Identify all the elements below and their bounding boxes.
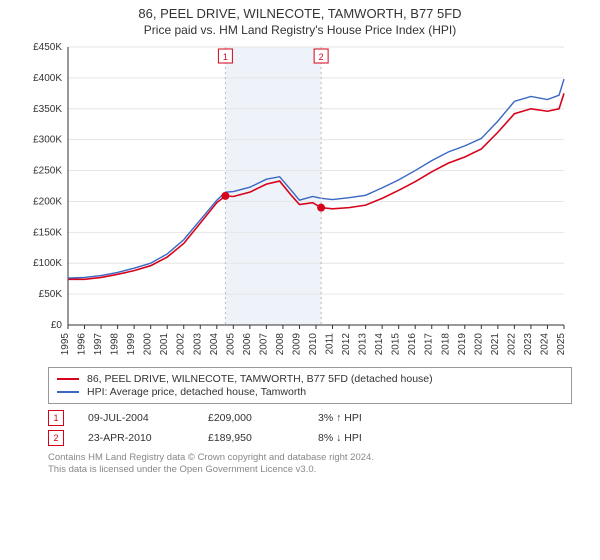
- legend-row: 86, PEEL DRIVE, WILNECOTE, TAMWORTH, B77…: [57, 373, 563, 385]
- transaction-marker: 2: [48, 430, 64, 446]
- svg-text:£200K: £200K: [33, 196, 62, 207]
- svg-text:2025: 2025: [556, 333, 567, 356]
- svg-text:2002: 2002: [176, 333, 187, 356]
- svg-text:2: 2: [319, 52, 324, 62]
- svg-text:£300K: £300K: [33, 135, 62, 146]
- transaction-row: 2 23-APR-2010£189,9508% ↓ HPI: [48, 430, 572, 446]
- svg-text:2009: 2009: [291, 333, 302, 356]
- svg-text:£450K: £450K: [33, 42, 62, 53]
- svg-text:2017: 2017: [424, 333, 435, 356]
- svg-text:2008: 2008: [275, 333, 286, 356]
- transaction-price: £209,000: [208, 412, 318, 424]
- svg-text:£0: £0: [51, 320, 63, 331]
- svg-text:2019: 2019: [457, 333, 468, 356]
- svg-text:2004: 2004: [209, 333, 220, 356]
- svg-text:1997: 1997: [93, 333, 104, 356]
- svg-text:2016: 2016: [407, 333, 418, 356]
- svg-text:2010: 2010: [308, 333, 319, 356]
- svg-text:2000: 2000: [143, 333, 154, 356]
- footer-attribution: Contains HM Land Registry data © Crown c…: [48, 452, 572, 477]
- svg-text:2003: 2003: [192, 333, 203, 356]
- svg-text:2006: 2006: [242, 333, 253, 356]
- legend-swatch: [57, 391, 79, 393]
- svg-text:£400K: £400K: [33, 73, 62, 84]
- price-chart: £0 £50K £100K £150K £200K £250K £300K £350K £400…: [20, 41, 580, 361]
- legend-row: HPI: Average price, detached house, Tamw…: [57, 386, 563, 398]
- svg-text:£150K: £150K: [33, 227, 62, 238]
- transaction-row: 1 09-JUL-2004£209,0003% ↑ HPI: [48, 410, 572, 426]
- svg-text:2014: 2014: [374, 333, 385, 356]
- svg-text:2021: 2021: [490, 333, 501, 356]
- svg-text:2022: 2022: [506, 333, 517, 356]
- transaction-marker: 1: [48, 410, 64, 426]
- legend-swatch: [57, 378, 79, 380]
- svg-text:2001: 2001: [159, 333, 170, 356]
- svg-text:1: 1: [223, 52, 228, 62]
- svg-text:2020: 2020: [473, 333, 484, 356]
- legend-label: HPI: Average price, detached house, Tamw…: [87, 386, 306, 398]
- svg-text:1996: 1996: [77, 333, 88, 356]
- svg-text:£250K: £250K: [33, 166, 62, 177]
- svg-text:2018: 2018: [440, 333, 451, 356]
- legend-label: 86, PEEL DRIVE, WILNECOTE, TAMWORTH, B77…: [87, 373, 433, 385]
- footer-line: This data is licensed under the Open Gov…: [48, 464, 572, 476]
- svg-text:1999: 1999: [126, 333, 137, 356]
- svg-text:£50K: £50K: [39, 289, 63, 300]
- svg-text:2015: 2015: [391, 333, 402, 356]
- legend: 86, PEEL DRIVE, WILNECOTE, TAMWORTH, B77…: [48, 367, 572, 404]
- transaction-date: 09-JUL-2004: [88, 412, 208, 424]
- transaction-price: £189,950: [208, 432, 318, 444]
- svg-text:£350K: £350K: [33, 104, 62, 115]
- svg-text:2023: 2023: [523, 333, 534, 356]
- svg-text:2024: 2024: [539, 333, 550, 356]
- svg-text:1995: 1995: [60, 333, 71, 356]
- transaction-date: 23-APR-2010: [88, 432, 208, 444]
- svg-text:1998: 1998: [110, 333, 121, 356]
- footer-line: Contains HM Land Registry data © Crown c…: [48, 452, 572, 464]
- svg-text:2007: 2007: [258, 333, 269, 356]
- svg-text:2011: 2011: [325, 333, 336, 355]
- chart-title: 86, PEEL DRIVE, WILNECOTE, TAMWORTH, B77…: [0, 0, 600, 21]
- transaction-hpi: 8% ↓ HPI: [318, 432, 428, 444]
- svg-text:2012: 2012: [341, 333, 352, 356]
- svg-text:2013: 2013: [358, 333, 369, 356]
- svg-text:£100K: £100K: [33, 258, 62, 269]
- transaction-hpi: 3% ↑ HPI: [318, 412, 428, 424]
- svg-text:2005: 2005: [225, 333, 236, 356]
- chart-subtitle: Price paid vs. HM Land Registry's House …: [0, 23, 600, 37]
- transaction-table: 1 09-JUL-2004£209,0003% ↑ HPI 2 23-APR-2010…: [48, 410, 572, 446]
